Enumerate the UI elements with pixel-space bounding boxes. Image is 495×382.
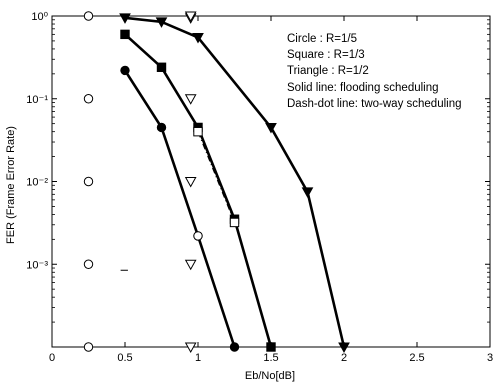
y-axis-label: FER (Frame Error Rate) bbox=[5, 126, 17, 244]
triangle-marker bbox=[192, 32, 204, 44]
square-marker bbox=[156, 62, 167, 72]
triangle-marker bbox=[184, 342, 197, 354]
annotation-box: Circle : R=1/5 Square : R=1/3 Triangle :… bbox=[287, 33, 462, 110]
x-tick-label: 0 bbox=[49, 352, 55, 364]
x-tick-label: 2 bbox=[341, 352, 347, 364]
square-marker bbox=[266, 342, 276, 352]
triangle-marker bbox=[184, 11, 197, 23]
series-line-solid bbox=[124, 33, 273, 348]
circle-marker bbox=[156, 122, 167, 133]
circle-marker bbox=[83, 259, 94, 269]
triangle-marker bbox=[184, 94, 197, 105]
triangle-marker bbox=[119, 13, 131, 24]
series-line-solid bbox=[124, 16, 346, 348]
annotation-square: Square : R=1/3 bbox=[287, 49, 365, 61]
x-tick-label: 1 bbox=[195, 352, 201, 364]
square-marker bbox=[229, 217, 240, 228]
triangle-marker bbox=[338, 342, 350, 354]
triangle-marker bbox=[155, 17, 168, 28]
triangle-marker bbox=[265, 122, 277, 134]
annotation-triangle: Triangle : R=1/2 bbox=[287, 65, 369, 77]
square-marker bbox=[193, 126, 203, 137]
annotation-dashdot-line: Dash-dot line: two-way scheduling bbox=[287, 98, 462, 110]
y-tick-label: 10⁻³ bbox=[26, 259, 48, 271]
x-axis-label: Eb/No[dB] bbox=[245, 370, 295, 382]
square-marker bbox=[120, 29, 130, 40]
triangle-marker bbox=[184, 259, 197, 271]
x-tick-label: 1.5 bbox=[263, 352, 278, 364]
y-tick-label: 10⁰ bbox=[31, 11, 48, 23]
circle-marker bbox=[193, 231, 203, 241]
x-tick-label: 2.5 bbox=[409, 352, 424, 364]
plot-frame bbox=[51, 15, 491, 348]
x-tick-label: 0.5 bbox=[117, 352, 132, 364]
triangle-marker bbox=[301, 187, 314, 198]
x-tick-label: 3 bbox=[487, 352, 493, 364]
y-tick-label: 10⁻² bbox=[26, 177, 48, 189]
series-line-dashdot bbox=[197, 131, 236, 223]
circle-marker bbox=[120, 65, 130, 76]
triangle-marker bbox=[184, 177, 197, 188]
y-tick-label: 10⁻¹ bbox=[26, 94, 48, 106]
circle-marker bbox=[229, 342, 240, 352]
circle-marker bbox=[83, 176, 94, 187]
annotation-circle: Circle : R=1/5 bbox=[287, 33, 357, 45]
circle-marker bbox=[83, 94, 94, 104]
circle-marker bbox=[83, 342, 94, 352]
series-line-solid bbox=[123, 69, 236, 348]
annotation-solid-line: Solid line: flooding scheduling bbox=[287, 82, 439, 94]
circle-marker bbox=[83, 11, 94, 21]
